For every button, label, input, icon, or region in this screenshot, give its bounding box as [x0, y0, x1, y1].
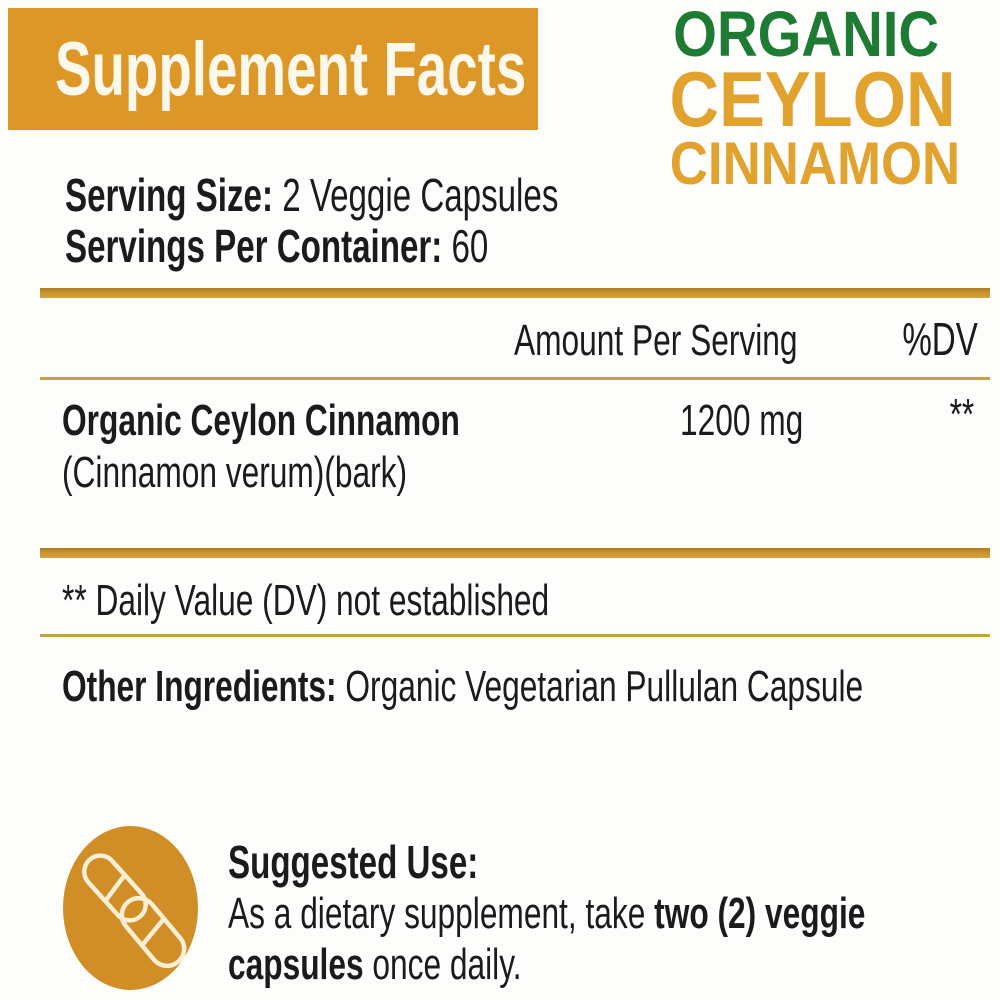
- ingredient-name: Organic Ceylon Cinnamon: [62, 396, 460, 445]
- brand-line-organic: ORGANIC: [673, 0, 939, 70]
- ingredient-amount: 1200 mg: [680, 396, 804, 445]
- brand-logo: ORGANIC CEYLON CINNAMON: [650, 0, 962, 197]
- column-header-amount: Amount Per Serving: [514, 316, 798, 365]
- brand-line-cinnamon: CINNAMON: [669, 130, 961, 197]
- ingredient-dv: **: [949, 390, 974, 439]
- other-ingredients-line: Other Ingredients: Organic Vegetarian Pu…: [62, 664, 1000, 710]
- serving-size-value: 2 Veggie Capsules: [272, 169, 559, 221]
- supplement-facts-banner: Supplement Facts: [8, 8, 538, 130]
- brand-line-ceylon: CEYLON: [669, 55, 956, 143]
- servings-per-container-line: Servings Per Container: 60: [65, 221, 750, 272]
- serving-size-label: Serving Size:: [65, 169, 273, 221]
- ingredient-detail: (Cinnamon verum)(bark): [62, 448, 408, 497]
- servings-per-container-value: 60: [442, 220, 489, 272]
- other-ingredients-label: Other Ingredients:: [62, 662, 337, 711]
- dv-footnote: ** Daily Value (DV) not established: [62, 576, 550, 625]
- divider-thin-footnote: [40, 634, 990, 637]
- column-header-dv: %DV: [902, 313, 978, 365]
- capsules-icon: [63, 826, 198, 990]
- servings-per-container-label: Servings Per Container:: [65, 220, 443, 272]
- suggested-use-text-2: once daily.: [363, 940, 522, 989]
- suggested-use-body: As a dietary supplement, take two (2) ve…: [228, 888, 1000, 990]
- serving-info: Serving Size: 2 Veggie Capsules Servings…: [65, 170, 750, 272]
- suggested-use-heading: Suggested Use:: [228, 836, 479, 888]
- panel-title: Supplement Facts: [55, 26, 527, 112]
- serving-size-line: Serving Size: 2 Veggie Capsules: [65, 170, 750, 221]
- divider-thick-top: [40, 288, 990, 298]
- suggested-use-text-bold: two (2) veggie capsules: [228, 889, 866, 989]
- suggested-use-text-1: As a dietary supplement, take: [228, 889, 655, 938]
- divider-thin-header: [40, 377, 990, 380]
- divider-thick-bottom: [40, 548, 990, 558]
- other-ingredients-value: Organic Vegetarian Pullulan Capsule: [336, 662, 864, 711]
